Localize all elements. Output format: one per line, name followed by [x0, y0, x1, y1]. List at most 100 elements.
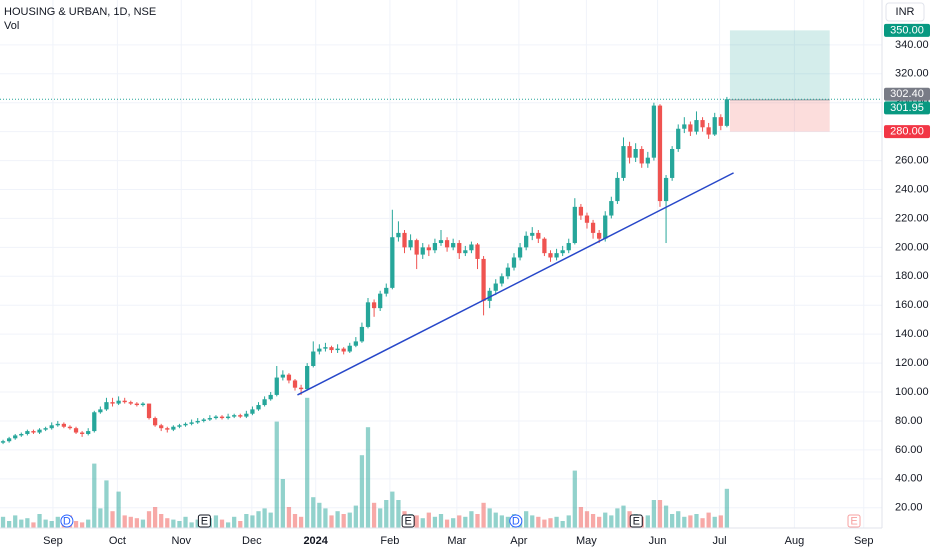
candle-body	[706, 127, 711, 135]
volume-bar	[590, 514, 596, 528]
candle-body	[238, 415, 243, 417]
candle-body	[110, 402, 115, 404]
y-tick-label: 320.00	[895, 68, 929, 80]
volume-bar	[712, 516, 717, 528]
candle-body	[463, 250, 468, 254]
volume-bar	[262, 508, 267, 528]
candle-body	[718, 117, 723, 126]
currency: INR	[896, 6, 915, 18]
x-tick-label: Apr	[510, 535, 527, 547]
candle-body	[159, 425, 164, 429]
event-label: E	[404, 515, 411, 527]
candle-body	[378, 293, 383, 309]
y-tick-label: 80.00	[895, 415, 923, 427]
y-tick-label: 60.00	[895, 444, 923, 456]
candle-body	[244, 413, 249, 417]
x-tick-label: Sep	[43, 535, 63, 547]
volume-bar	[140, 519, 146, 528]
volume-bar	[384, 500, 389, 528]
candle-body	[122, 400, 127, 403]
volume-bar	[481, 502, 486, 528]
volume-bar	[706, 512, 711, 528]
candle-body	[323, 347, 328, 349]
volume-bar	[317, 502, 322, 528]
y-tick-label: 140.00	[895, 328, 929, 340]
candle-body	[511, 257, 517, 268]
candle-body	[268, 394, 273, 400]
candle-body	[274, 377, 279, 395]
y-tick-label: 100.00	[895, 386, 929, 398]
candle-body	[49, 425, 54, 429]
y-tick-label: 120.00	[895, 357, 929, 369]
event-marker[interactable]: D	[60, 514, 74, 528]
currency-box[interactable]	[885, 2, 925, 22]
event-marker[interactable]: D	[509, 514, 523, 528]
candle-body	[183, 423, 188, 426]
candle-body	[171, 426, 176, 430]
candle-body	[55, 423, 60, 426]
candle-body	[140, 403, 146, 406]
candle-body	[676, 128, 681, 149]
x-tick-label: Oct	[109, 535, 126, 547]
volume-bar	[250, 515, 255, 528]
candle-body	[457, 243, 462, 254]
volume-bar	[335, 511, 340, 528]
event-icon	[197, 514, 211, 528]
candle-body	[353, 341, 358, 346]
volume-bar	[463, 516, 468, 528]
candle-body	[152, 418, 158, 426]
candle-body	[548, 253, 553, 258]
event-marker[interactable]: E	[401, 514, 415, 528]
x-tick-label: Sep	[854, 535, 874, 547]
volume-bar	[43, 519, 48, 528]
event-label: D	[512, 515, 520, 527]
volume-bar	[159, 514, 164, 528]
candle-body	[597, 232, 602, 239]
volume-bar	[292, 514, 298, 528]
candle-body	[6, 438, 12, 442]
volume-bar	[341, 514, 346, 528]
event-marker[interactable]: E	[629, 514, 643, 528]
volume-bar	[256, 511, 261, 528]
candle-body	[359, 326, 365, 342]
event-marker[interactable]: E	[197, 514, 211, 528]
volume-bar	[414, 515, 419, 528]
volume-bar	[92, 463, 97, 528]
volume-bar	[86, 519, 91, 528]
volume-bar	[578, 507, 584, 528]
y-tick-label: 240.00	[895, 183, 929, 195]
volume-bar	[451, 518, 456, 528]
candle-body	[475, 244, 480, 259]
volume-bar	[676, 511, 681, 528]
volume-bar	[195, 519, 200, 528]
candle-body	[317, 348, 322, 352]
candle-body	[311, 351, 316, 366]
volume-bar	[219, 519, 225, 528]
volume-bar	[560, 521, 565, 528]
candle-body	[530, 232, 535, 236]
event-icon	[847, 514, 861, 528]
volume-bar	[305, 397, 310, 528]
candle-body	[517, 247, 523, 258]
candle-body	[384, 287, 389, 294]
candle-body	[286, 374, 292, 381]
candle-body	[432, 243, 438, 251]
volume-bar	[475, 514, 480, 528]
y-tick-label: 260.00	[895, 154, 929, 166]
candle-body	[201, 419, 206, 421]
y-tick-label: 340.00	[895, 39, 929, 51]
candle-body	[298, 387, 304, 390]
candle-body	[347, 345, 352, 352]
volume-bar	[700, 518, 705, 528]
candle-body	[444, 240, 450, 248]
target-zone	[729, 30, 830, 100]
volume-bar	[177, 521, 182, 528]
candle-body	[86, 431, 91, 434]
candle-body	[639, 148, 644, 164]
x-tick-label: Dec	[242, 535, 262, 547]
event-marker[interactable]: E	[847, 514, 861, 528]
candle-body	[542, 238, 547, 254]
candle-body	[207, 418, 212, 420]
volume-bar	[31, 522, 36, 528]
